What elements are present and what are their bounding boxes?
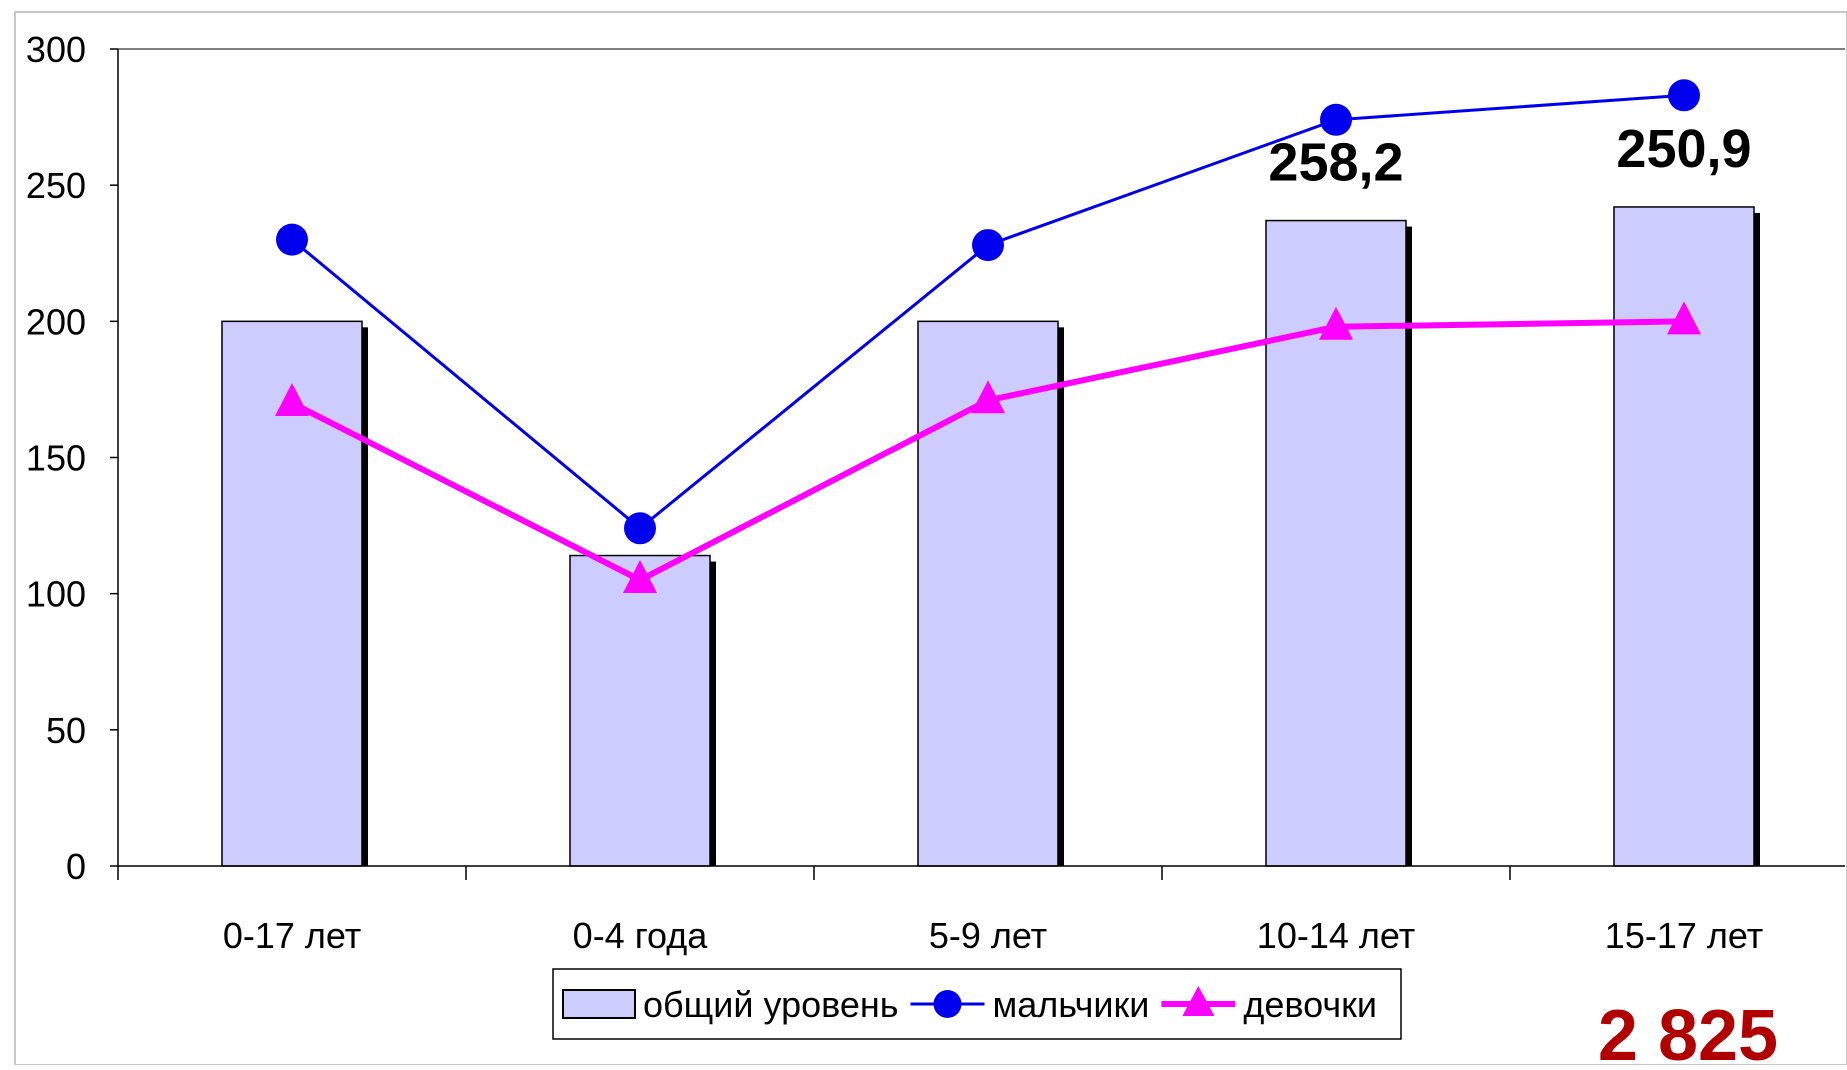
legend-label: мальчики: [993, 984, 1150, 1025]
data-point-triangle: [1667, 301, 1701, 335]
y-tick-label: 200: [26, 301, 86, 342]
bar: [569, 554, 711, 867]
data-point-circle: [972, 229, 1004, 262]
y-tick-label: 100: [26, 574, 86, 615]
y-tick-label: 150: [26, 438, 86, 479]
x-tick-label: 15-17 лет: [1605, 915, 1763, 956]
y-tick-label: 300: [26, 29, 86, 70]
axes-layer: 0 50 100 150 200 250 300 0-17 лет 0-4 года 5-9 ле…: [26, 29, 1845, 956]
bar-value-label: 250,9: [1616, 119, 1751, 179]
x-tick-label: 0-17 лет: [223, 915, 361, 956]
data-point-circle: [624, 512, 656, 545]
data-point-circle: [276, 223, 308, 256]
legend-marker-triangle: [1182, 986, 1215, 1016]
legend: общий уровень мальчики девочки: [552, 968, 1402, 1040]
data-point-triangle: [275, 383, 309, 417]
corner-annotation: 2 825: [1598, 996, 1778, 1065]
bars-layer: [221, 206, 1760, 867]
legend-label: общий уровень: [643, 984, 899, 1025]
y-tick-label: 0: [66, 846, 86, 887]
legend-marker-circle: [933, 990, 962, 1018]
data-point-triangle: [623, 560, 657, 594]
data-point-triangle: [1319, 306, 1353, 340]
legend-label: девочки: [1243, 984, 1377, 1025]
y-tick-label: 50: [46, 710, 86, 751]
bar-value-label: 258,2: [1268, 133, 1403, 193]
data-point-circle: [1668, 79, 1700, 112]
labels-layer: 258,2 250,9 2 825: [1268, 119, 1778, 1070]
data-point-triangle: [971, 380, 1005, 414]
x-tick-label: 5-9 лет: [929, 915, 1047, 956]
y-tick-label: 250: [26, 165, 86, 206]
lines-layer: [275, 79, 1701, 594]
data-point-circle: [1320, 103, 1352, 136]
x-tick-label: 0-4 года: [573, 915, 709, 956]
x-tick-label: 10-14 лет: [1257, 915, 1415, 956]
legend-swatch-bar: [562, 989, 636, 1019]
